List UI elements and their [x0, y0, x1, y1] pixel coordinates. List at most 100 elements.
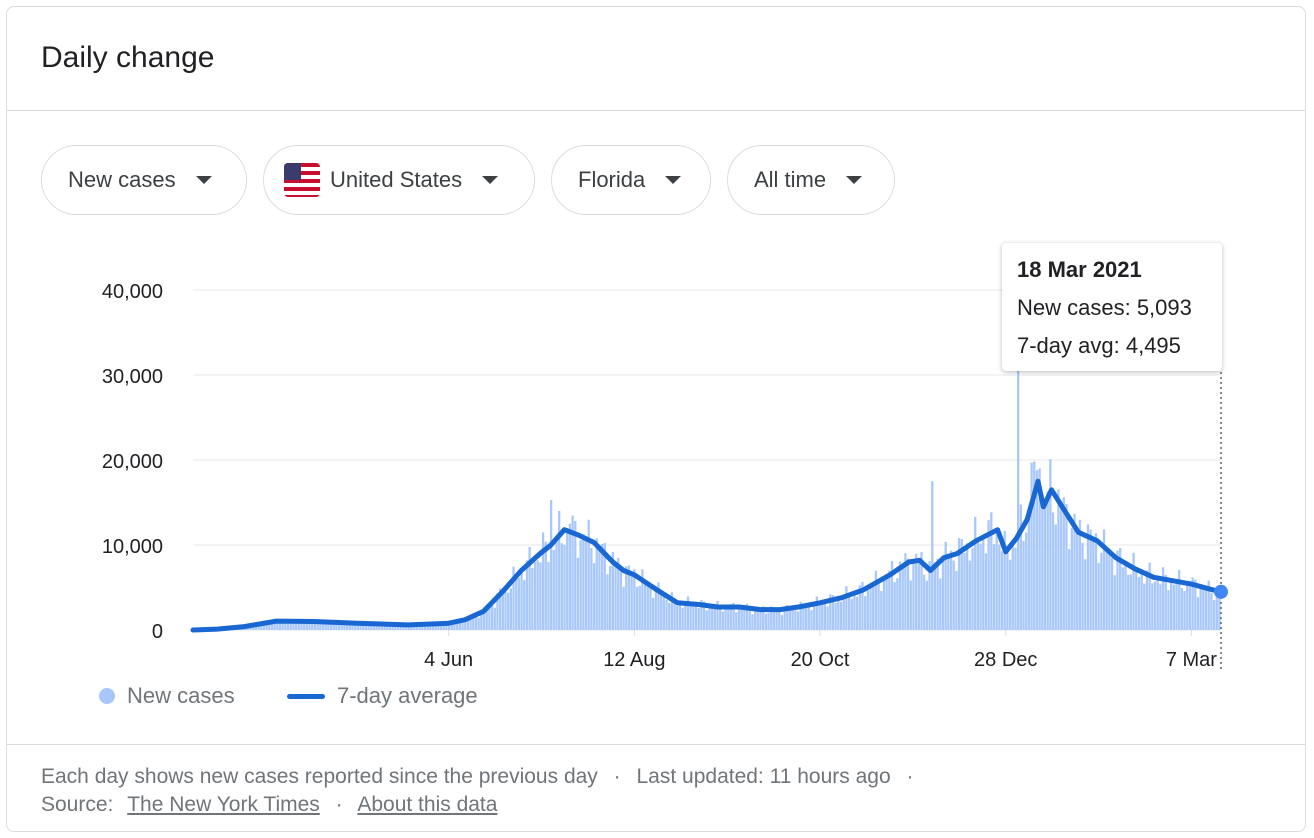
new-cases-bar	[423, 624, 427, 630]
new-cases-bar	[762, 606, 765, 630]
footer-separator: ·	[613, 765, 621, 788]
new-cases-bar	[405, 625, 408, 630]
legend-average[interactable]: 7-day average	[287, 683, 478, 709]
new-cases-bar	[657, 582, 660, 630]
tooltip-date: 18 Mar 2021	[1017, 257, 1142, 282]
new-cases-bar	[737, 609, 741, 630]
new-cases-bar	[678, 602, 682, 630]
bar-swatch-icon	[99, 688, 115, 704]
new-cases-bar	[1151, 583, 1154, 630]
new-cases-bar	[351, 623, 354, 630]
new-cases-bar	[1070, 527, 1073, 630]
new-cases-bar	[711, 607, 714, 630]
new-cases-bar	[665, 599, 668, 630]
new-cases-bar	[912, 560, 915, 630]
new-cases-bar	[896, 578, 899, 630]
new-cases-bar	[673, 598, 676, 630]
new-cases-bar	[1159, 584, 1162, 630]
new-cases-bar	[1057, 489, 1060, 630]
new-cases-bar	[772, 609, 776, 630]
new-cases-bar	[780, 614, 784, 630]
new-cases-bar	[606, 574, 609, 630]
new-cases-bar	[987, 520, 990, 630]
new-cases-bar	[855, 596, 859, 630]
card-title: Daily change	[41, 41, 215, 74]
new-cases-bar	[1161, 567, 1165, 630]
range-dropdown[interactable]: All time	[727, 145, 895, 215]
new-cases-bar	[1124, 562, 1127, 630]
new-cases-bar	[1025, 532, 1028, 630]
new-cases-bar	[670, 592, 674, 630]
new-cases-bar	[1094, 533, 1098, 630]
x-tick-label: 20 Oct	[791, 649, 850, 671]
new-cases-bar	[262, 623, 266, 630]
new-cases-bar	[311, 621, 314, 630]
new-cases-bar	[270, 620, 274, 630]
new-cases-bar	[684, 602, 687, 630]
new-cases-bar	[842, 597, 845, 630]
new-cases-bar	[660, 594, 663, 630]
new-cases-bar	[821, 602, 824, 630]
legend-label: 7-day average	[337, 683, 478, 708]
x-tick-label: 7 Mar	[1166, 649, 1217, 671]
new-cases-bar	[952, 560, 955, 630]
new-cases-bar	[866, 589, 869, 630]
new-cases-bar	[917, 559, 920, 630]
new-cases-bar	[447, 625, 451, 630]
new-cases-bar	[1017, 362, 1020, 630]
new-cases-bar	[378, 624, 381, 630]
new-cases-bar	[1210, 592, 1213, 630]
new-cases-bar	[1175, 580, 1178, 630]
country-dropdown[interactable]: United States	[263, 145, 535, 215]
new-cases-bar	[893, 582, 896, 630]
new-cases-bar	[555, 535, 558, 630]
new-cases-bar	[877, 580, 880, 630]
new-cases-bar	[837, 598, 840, 630]
new-cases-bar	[668, 602, 671, 630]
new-cases-bar	[909, 580, 912, 630]
new-cases-bar	[1178, 569, 1181, 630]
about-data-link[interactable]: About this data	[357, 793, 498, 816]
new-cases-bar	[662, 593, 665, 630]
chart-tooltip: 18 Mar 2021 New cases: 5,093 7-day avg: …	[1002, 243, 1222, 371]
new-cases-bar	[966, 543, 969, 630]
new-cases-bar	[759, 608, 762, 630]
new-cases-bar	[756, 608, 759, 630]
footer-note: Each day shows new cases reported since …	[41, 765, 598, 788]
new-cases-bar	[579, 539, 582, 630]
new-cases-bar	[705, 610, 708, 630]
new-cases-bar	[268, 621, 271, 630]
new-cases-bar	[1102, 529, 1106, 630]
new-cases-bar	[568, 523, 572, 630]
cases-chart[interactable]: 0 10,000 20,000 30,000 40,000 4 Jun 12 Aug 20 …	[7, 7, 1307, 697]
new-cases-bar	[1076, 532, 1079, 630]
new-cases-bar	[300, 619, 303, 630]
new-cases-bar	[458, 619, 461, 630]
daily-change-card: Daily change New cases United States Flo…	[6, 6, 1306, 832]
new-cases-bar	[1212, 600, 1216, 630]
new-cases-bar	[265, 623, 268, 630]
new-cases-bar	[1194, 579, 1197, 630]
new-cases-bar	[1143, 583, 1146, 630]
new-cases-bar	[751, 614, 754, 630]
new-cases-bar	[1043, 498, 1047, 630]
new-cases-bar	[713, 606, 716, 630]
legend-new-cases[interactable]: New cases	[99, 683, 235, 709]
new-cases-bar	[493, 607, 496, 630]
new-cases-bar	[1170, 581, 1173, 630]
metric-dropdown[interactable]: New cases	[41, 145, 247, 215]
new-cases-bar	[303, 622, 306, 630]
new-cases-bar	[1068, 549, 1071, 630]
new-cases-bar	[1038, 468, 1041, 630]
new-cases-bar	[531, 568, 534, 630]
region-dropdown[interactable]: Florida	[551, 145, 711, 215]
source-link[interactable]: The New York Times	[127, 793, 320, 816]
new-cases-bar	[469, 616, 472, 630]
new-cases-bar	[810, 610, 813, 630]
new-cases-bar	[587, 519, 590, 630]
chart-footer: Each day shows new cases reported since …	[41, 763, 924, 819]
new-cases-bar	[574, 520, 577, 630]
new-cases-bar	[681, 607, 684, 630]
new-cases-bar	[305, 623, 309, 630]
new-cases-bar	[872, 585, 875, 630]
